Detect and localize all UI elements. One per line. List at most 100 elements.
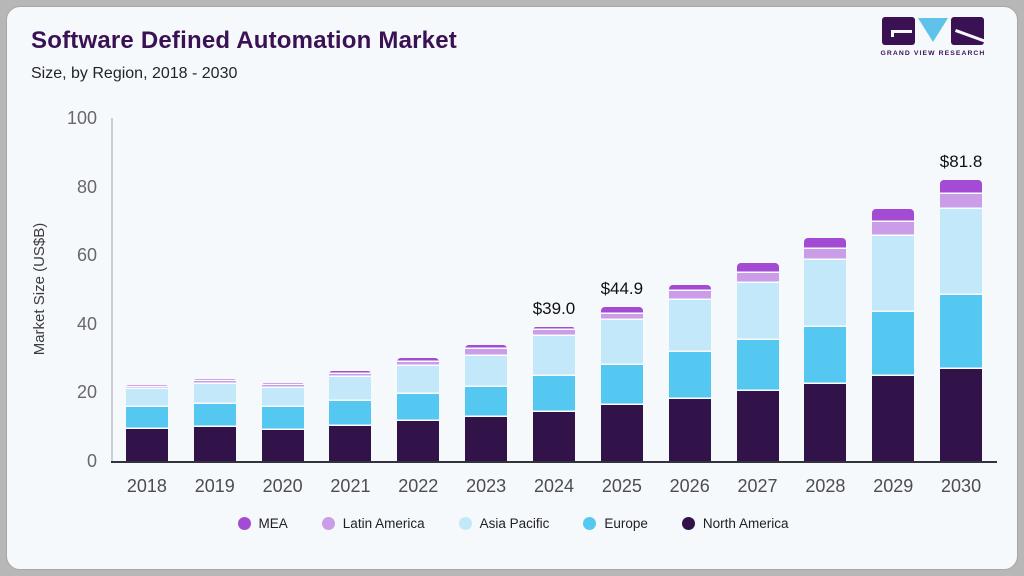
bar-segment-europe-2020 xyxy=(261,407,304,430)
bar-segment-north-america-2021 xyxy=(329,425,372,461)
bar-2025 xyxy=(600,306,643,461)
x-axis-label-2021: 2021 xyxy=(330,476,371,496)
bar-segment-asia-pacific-2025 xyxy=(600,319,643,366)
bar-segment-asia-pacific-2022 xyxy=(397,366,440,394)
logo-letter-v-icon xyxy=(918,18,948,42)
bar-2024 xyxy=(533,327,575,461)
y-tick-label: 0 xyxy=(86,451,97,471)
bar-segment-north-america-2026 xyxy=(668,398,711,461)
bar-segment-europe-2029 xyxy=(872,312,915,376)
bar-segment-asia-pacific-2028 xyxy=(804,260,847,327)
y-axis-line xyxy=(111,118,113,461)
legend-item-mea: MEA xyxy=(237,516,288,531)
bar-segment-latin-america-2030 xyxy=(940,193,983,210)
bar-2018 xyxy=(125,385,168,461)
bar-segment-asia-pacific-2027 xyxy=(736,282,779,341)
bar-segment-mea-2027 xyxy=(736,263,779,274)
y-tick-label: 80 xyxy=(76,176,97,197)
bar-segment-asia-pacific-2026 xyxy=(668,300,711,352)
bar-segment-mea-2018 xyxy=(125,385,168,387)
bar-segment-asia-pacific-2029 xyxy=(872,235,915,313)
bar-segment-latin-america-2025 xyxy=(600,313,643,320)
y-tick-label: 60 xyxy=(76,245,97,266)
y-axis-title: Market Size (US$B) xyxy=(31,222,48,356)
legend-dot-icon xyxy=(237,517,251,530)
bar-segment-asia-pacific-2020 xyxy=(261,387,304,408)
bar-segment-latin-america-2029 xyxy=(872,221,915,236)
bar-segment-latin-america-2024 xyxy=(533,329,575,337)
legend-item-north-america: North America xyxy=(681,516,789,531)
grand-view-research-logo: GRAND VIEW RESEARCH xyxy=(879,17,987,57)
x-axis-label-2028: 2028 xyxy=(805,476,846,496)
x-axis-label-2030: 2030 xyxy=(941,476,982,496)
legend-item-asia-pacific: Asia Pacific xyxy=(458,516,549,531)
stacked-bar-chart: Market Size (US$B) 0 20 40 60 80 100 2018 2019 2… xyxy=(7,7,1019,571)
bar-segment-north-america-2022 xyxy=(397,421,440,461)
legend-dot-icon xyxy=(681,517,695,530)
bar-2023 xyxy=(465,345,508,461)
bar-segment-north-america-2028 xyxy=(804,384,847,461)
legend-item-europe: Europe xyxy=(583,516,648,531)
bar-segment-europe-2028 xyxy=(804,326,847,385)
bar-total-label-2030: $81.8 xyxy=(939,152,983,172)
bar-segment-latin-america-2027 xyxy=(736,273,779,283)
bar-segment-north-america-2018 xyxy=(125,429,168,461)
x-axis-line xyxy=(111,461,997,463)
bar-segment-mea-2029 xyxy=(872,209,915,222)
legend-item-latin-america: Latin America xyxy=(321,516,425,531)
legend-label: Latin America xyxy=(342,516,425,531)
bar-segment-latin-america-2020 xyxy=(261,384,304,388)
bar-segment-latin-america-2021 xyxy=(329,373,372,378)
logo-letter-r-icon xyxy=(951,17,984,45)
legend-label: North America xyxy=(702,516,789,531)
logo-letter-g-icon xyxy=(882,17,915,45)
bar-2020 xyxy=(261,382,304,461)
bar-segment-asia-pacific-2021 xyxy=(329,377,372,402)
chart-card: Software Defined Automation Market Size,… xyxy=(6,6,1018,570)
bar-segment-europe-2019 xyxy=(193,404,236,427)
bar-segment-mea-2022 xyxy=(397,358,440,362)
x-axis-label-2024: 2024 xyxy=(533,476,574,496)
legend-dot-icon xyxy=(458,517,472,530)
legend-dot-icon xyxy=(321,517,335,530)
x-axis-label-2026: 2026 xyxy=(669,476,710,496)
bar-segment-mea-2021 xyxy=(329,370,372,374)
bar-segment-mea-2028 xyxy=(804,237,847,250)
bar-segment-europe-2023 xyxy=(465,386,508,418)
bar-segment-north-america-2027 xyxy=(736,390,779,461)
bar-segment-europe-2030 xyxy=(940,295,983,370)
bar-2027 xyxy=(736,263,779,461)
x-axis-label-2022: 2022 xyxy=(398,476,439,496)
bar-segment-asia-pacific-2023 xyxy=(465,356,508,387)
bar-segment-europe-2022 xyxy=(397,393,440,422)
bar-segment-europe-2027 xyxy=(736,340,779,391)
bar-total-label-2024: $39.0 xyxy=(532,299,576,319)
bar-segment-europe-2018 xyxy=(125,407,168,430)
legend-dot-icon xyxy=(583,517,597,530)
bar-2026 xyxy=(668,285,711,461)
bar-segment-mea-2019 xyxy=(193,379,236,382)
bar-segment-latin-america-2028 xyxy=(804,249,847,261)
bar-2028 xyxy=(804,237,847,461)
bar-segment-mea-2025 xyxy=(600,306,643,314)
bar-segment-latin-america-2022 xyxy=(397,361,440,367)
bar-segment-asia-pacific-2019 xyxy=(193,383,236,405)
x-axis-label-2027: 2027 xyxy=(737,476,778,496)
x-axis-label-2025: 2025 xyxy=(601,476,642,496)
bar-segment-asia-pacific-2030 xyxy=(940,209,983,296)
bar-segment-latin-america-2019 xyxy=(193,381,236,384)
bar-segment-north-america-2029 xyxy=(872,375,915,461)
bar-2019 xyxy=(193,379,236,461)
bar-segment-europe-2026 xyxy=(668,351,711,399)
bar-segment-mea-2020 xyxy=(261,382,304,385)
x-axis-label-2020: 2020 xyxy=(262,476,303,496)
bar-segment-mea-2023 xyxy=(465,345,508,350)
bar-segment-north-america-2019 xyxy=(193,427,236,461)
bar-segment-asia-pacific-2018 xyxy=(125,389,168,408)
bar-2030 xyxy=(940,180,983,461)
legend-label: MEA xyxy=(258,516,288,531)
chart-title: Software Defined Automation Market xyxy=(31,27,457,54)
bar-segment-europe-2021 xyxy=(329,401,372,426)
bar-segment-mea-2024 xyxy=(533,327,575,330)
bar-segment-europe-2024 xyxy=(533,375,575,412)
